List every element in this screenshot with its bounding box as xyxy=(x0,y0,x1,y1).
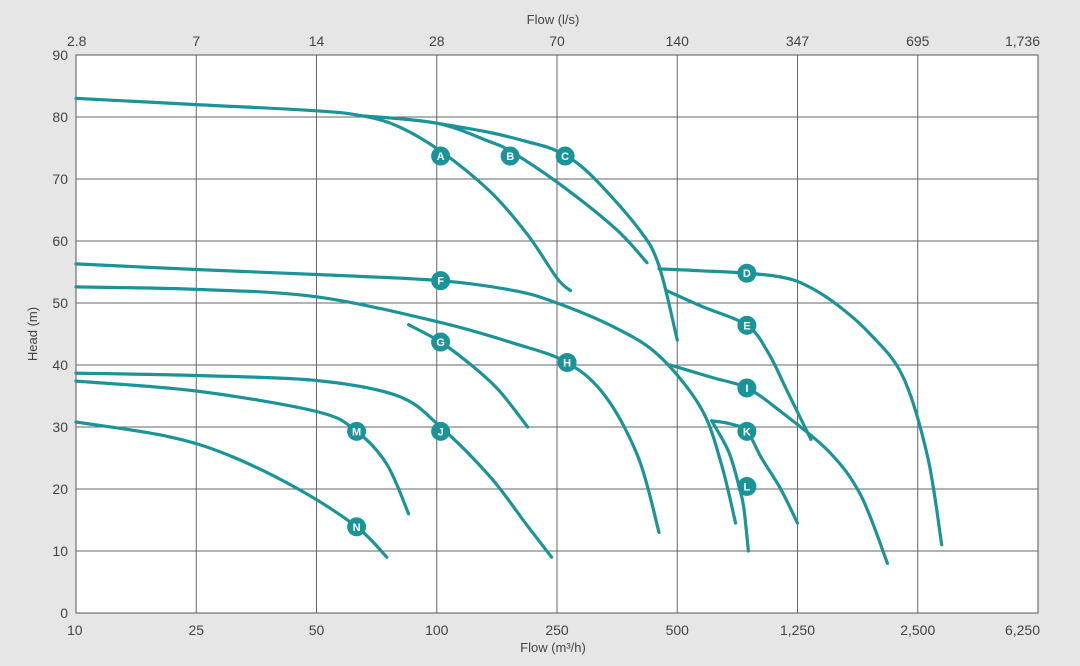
curve-i xyxy=(668,363,890,565)
curve-h xyxy=(74,285,661,534)
y-tick-label: 20 xyxy=(52,481,68,497)
x2-tick-label: 1,736 xyxy=(1005,33,1040,49)
curve-d xyxy=(657,267,944,547)
x2-tick-label: 28 xyxy=(429,33,445,49)
curve-marker-label: B xyxy=(506,151,514,163)
curve-marker-f: F xyxy=(431,271,451,291)
x-tick-label: 50 xyxy=(309,622,325,638)
curve-marker-label: E xyxy=(743,320,750,332)
y-tick-label: 60 xyxy=(52,233,68,249)
x2-tick-label: 347 xyxy=(786,33,810,49)
x-tick-label: 100 xyxy=(425,622,449,638)
curve-a xyxy=(74,96,572,293)
curve-marker-label: C xyxy=(561,151,569,163)
curve-marker-circle xyxy=(500,146,520,166)
curve-marker-b: B xyxy=(500,146,520,166)
curve-k xyxy=(710,419,800,525)
curve-marker-label: N xyxy=(353,522,361,534)
curve-marker-circle xyxy=(557,353,577,373)
x2-tick-label: 14 xyxy=(309,33,325,49)
curve-marker-n: N xyxy=(347,517,367,537)
curve-marker-k: K xyxy=(737,421,757,441)
x-tick-label: 1,250 xyxy=(780,622,815,638)
curve-marker-circle xyxy=(431,271,451,291)
y-tick-label: 50 xyxy=(52,295,68,311)
curve-marker-e: E xyxy=(737,315,757,335)
x2-tick-label: 695 xyxy=(906,33,930,49)
curve-marker-label: M xyxy=(352,426,361,438)
curve-marker-circle xyxy=(737,421,757,441)
curve-marker-circle xyxy=(431,146,451,166)
curve-marker-j: J xyxy=(431,421,451,441)
curve-marker-i: I xyxy=(737,378,757,398)
curve-marker-label: F xyxy=(437,276,444,288)
x-tick-label: 6,250 xyxy=(1005,622,1040,638)
curve-e xyxy=(664,289,813,441)
curve-j xyxy=(74,371,554,559)
curve-marker-circle xyxy=(737,477,757,497)
curve-marker-circle xyxy=(431,421,451,441)
x-tick-label: 10 xyxy=(67,622,83,638)
x-axis-ticks: 10 25 50 100 250 500 1,250 2,500 6,250 xyxy=(67,622,1040,638)
curve-marker-label: I xyxy=(745,383,748,395)
curve-marker-label: J xyxy=(438,426,444,438)
curve-marker-circle xyxy=(347,517,367,537)
curve-markers: A B C D E F G H I J K L M N xyxy=(347,146,757,537)
y-tick-label: 0 xyxy=(60,605,68,621)
curve-m xyxy=(74,379,411,516)
curve-marker-circle xyxy=(737,378,757,398)
curve-marker-label: H xyxy=(563,358,571,370)
curve-marker-label: L xyxy=(744,482,751,494)
curve-marker-m: M xyxy=(347,421,367,441)
x-tick-label: 250 xyxy=(545,622,569,638)
x2-axis-title: Flow (l/s) xyxy=(527,12,580,27)
curve-marker-d: D xyxy=(737,263,757,283)
x-tick-label: 2,500 xyxy=(900,622,935,638)
curve-g xyxy=(407,323,530,429)
curve-marker-h: H xyxy=(557,353,577,373)
x2-tick-label: 70 xyxy=(549,33,565,49)
y-axis-ticks: 0 10 20 30 40 50 60 70 80 90 xyxy=(52,47,68,621)
y-tick-label: 10 xyxy=(52,543,68,559)
curve-marker-label: D xyxy=(743,268,751,280)
curve-marker-a: A xyxy=(431,146,451,166)
x-tick-label: 500 xyxy=(666,622,690,638)
y-tick-label: 70 xyxy=(52,171,68,187)
y-tick-label: 30 xyxy=(52,419,68,435)
x-tick-label: 25 xyxy=(188,622,204,638)
x2-tick-label: 2.8 xyxy=(67,33,87,49)
curve-marker-label: A xyxy=(437,151,445,163)
y-axis-title: Head (m) xyxy=(25,307,40,361)
curve-marker-circle xyxy=(555,146,575,166)
curve-marker-l: L xyxy=(737,477,757,497)
curve-marker-g: G xyxy=(431,332,451,352)
curves xyxy=(74,96,944,565)
curve-marker-label: K xyxy=(743,426,751,438)
curve-marker-circle xyxy=(431,332,451,352)
curve-marker-circle xyxy=(737,263,757,283)
x2-axis-ticks: 2.8 7 14 28 70 140 347 695 1,736 xyxy=(67,33,1040,49)
y-tick-label: 90 xyxy=(52,47,68,63)
y-tick-label: 40 xyxy=(52,357,68,373)
y-tick-label: 80 xyxy=(52,109,68,125)
curve-marker-circle xyxy=(347,421,367,441)
x2-tick-label: 140 xyxy=(666,33,690,49)
curve-marker-c: C xyxy=(555,146,575,166)
x-axis-title: Flow (m³/h) xyxy=(520,640,586,655)
curve-marker-circle xyxy=(737,315,757,335)
curve-c xyxy=(435,121,679,342)
curve-f xyxy=(74,262,738,525)
curve-marker-label: G xyxy=(436,337,445,349)
x2-tick-label: 7 xyxy=(192,33,200,49)
